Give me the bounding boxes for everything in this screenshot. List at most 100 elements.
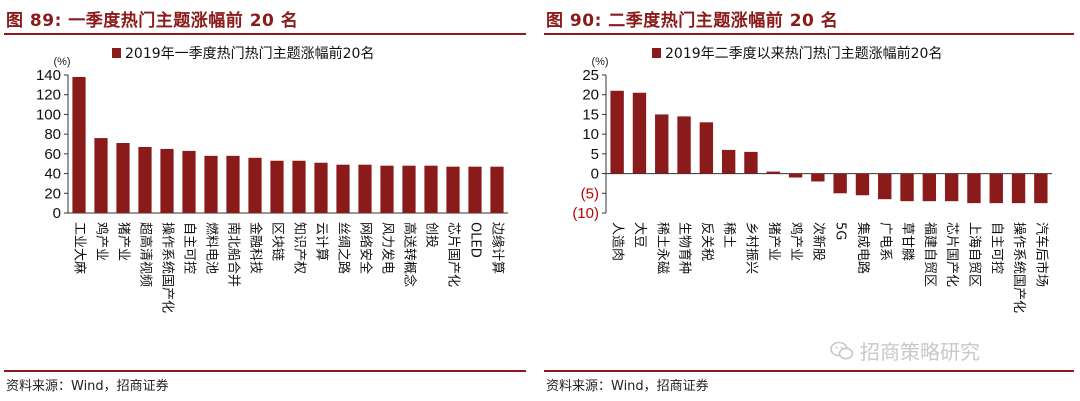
y-tick-label: 60 [44, 146, 61, 163]
title-divider [544, 33, 1074, 35]
bar [811, 173, 825, 182]
bar [138, 146, 152, 213]
bar [182, 150, 196, 213]
bar [424, 165, 438, 213]
bar [248, 157, 262, 213]
bottom-divider [4, 370, 526, 372]
unit-label: (%) [591, 56, 608, 68]
bar [402, 165, 416, 213]
category-label: 人造肉 [610, 222, 625, 261]
bar [944, 173, 959, 202]
bar [116, 143, 130, 213]
category-label: 丝绸之路 [336, 222, 352, 274]
category-label: 风力发电 [380, 222, 396, 274]
legend-swatch [112, 48, 121, 58]
category-label: 集成电路 [855, 222, 871, 274]
category-label: 大豆 [632, 222, 647, 248]
category-label: 芯片国产化 [446, 222, 461, 287]
category-label: 乡村振兴 [743, 222, 758, 274]
category-label: 工业大麻 [72, 222, 87, 274]
category-label: 稀土 [721, 222, 736, 248]
bar [833, 173, 847, 194]
figure-title: 图 89: 一季度热门主题涨幅前 20 名 [6, 11, 299, 31]
legend-label: 2019年二季度以来热门热门主题涨幅前20名 [665, 45, 942, 62]
y-tick-label: 20 [582, 87, 599, 104]
bar [967, 173, 981, 204]
watermark: 招商策略研究 [830, 336, 980, 365]
legend: 2019年二季度以来热门热门主题涨幅前20名 [652, 45, 942, 62]
wechat-icon [830, 341, 854, 359]
category-label: 网络安全 [358, 222, 374, 274]
bar [490, 166, 504, 213]
bar-chart-q2: (%) 2019年二季度以来热门热门主题涨幅前20名 (10) (5) 0 5 10 15 20… [572, 45, 1052, 313]
legend: 2019年一季度热门热门主题涨幅前20名 [112, 45, 374, 62]
bar [468, 166, 482, 213]
y-tick-label: 100 [36, 106, 61, 123]
bar [744, 151, 758, 174]
bar [292, 160, 306, 213]
category-label: 草甘膦 [900, 222, 915, 261]
bar [900, 173, 914, 202]
title-divider [4, 33, 526, 35]
y-tick-label: 15 [582, 106, 599, 123]
category-label: 反关税 [699, 222, 714, 261]
category-label: 南北船合并 [226, 222, 242, 287]
bar [204, 155, 218, 213]
category-label: 猪产业 [766, 222, 781, 261]
category-label: 5G [833, 222, 848, 240]
bar [358, 164, 372, 213]
category-label: 自主可控 [989, 222, 1004, 274]
category-label: 福建自贸区 [922, 222, 937, 287]
y-tick-label: 40 [44, 166, 61, 183]
category-label: 芯片国产化 [944, 222, 959, 287]
y-tick-label: 120 [36, 87, 61, 104]
category-label: 超高清视频 [138, 222, 154, 287]
category-label: 高送转概念 [402, 222, 418, 287]
y-tick-label: 0 [53, 205, 61, 222]
category-label: 云计算 [314, 222, 329, 261]
y-tick-label: 80 [44, 126, 61, 143]
y-tick-label: 140 [36, 67, 61, 84]
bar [922, 173, 937, 202]
bar [699, 122, 714, 174]
category-label: 知识产权 [292, 222, 308, 274]
bar [610, 90, 624, 174]
bar [1011, 173, 1026, 204]
bar [721, 149, 736, 174]
category-label: 金融科技 [248, 222, 264, 274]
category-label: 自主可控 [182, 222, 197, 274]
bar [989, 173, 1003, 204]
bar [336, 164, 350, 213]
figure-89-panel: 图 89: 一季度热门主题涨幅前 20 名 (%) 2019年一季度热门热门主题涨… [0, 0, 532, 401]
bar [632, 92, 647, 174]
legend-swatch [652, 48, 661, 58]
bar [855, 173, 870, 196]
category-label: 生物育种 [677, 222, 693, 274]
bar [878, 173, 892, 200]
bar [677, 116, 691, 174]
category-label: 操作系统国产化 [160, 222, 176, 313]
bar [226, 155, 240, 213]
bar [788, 173, 803, 178]
source-note: 资料来源：Wind，招商证券 [6, 379, 169, 394]
bar [655, 114, 669, 174]
bar [446, 166, 460, 213]
category-label: 上海自贸区 [966, 222, 981, 287]
category-label: 猪产业 [116, 222, 131, 261]
category-label: 稀土永磁 [654, 222, 669, 274]
y-tick-label: 10 [582, 126, 599, 143]
bar [160, 148, 174, 213]
bottom-divider [544, 370, 1074, 372]
category-label: 边缘计算 [490, 222, 505, 274]
category-label: 汽车后市场 [1033, 222, 1049, 287]
source-note: 资料来源：Wind，招商证券 [546, 379, 709, 394]
bar [270, 160, 284, 213]
bar [1034, 173, 1048, 204]
bar [766, 171, 780, 174]
category-label: 操作系统国产化 [1011, 222, 1027, 313]
category-label: OLED [468, 222, 483, 258]
category-label: 鸡产业 [788, 222, 804, 261]
category-label: 鸡产业 [94, 222, 110, 261]
y-tick-label: 20 [44, 185, 61, 202]
y-tick-label: (5) [581, 185, 599, 202]
